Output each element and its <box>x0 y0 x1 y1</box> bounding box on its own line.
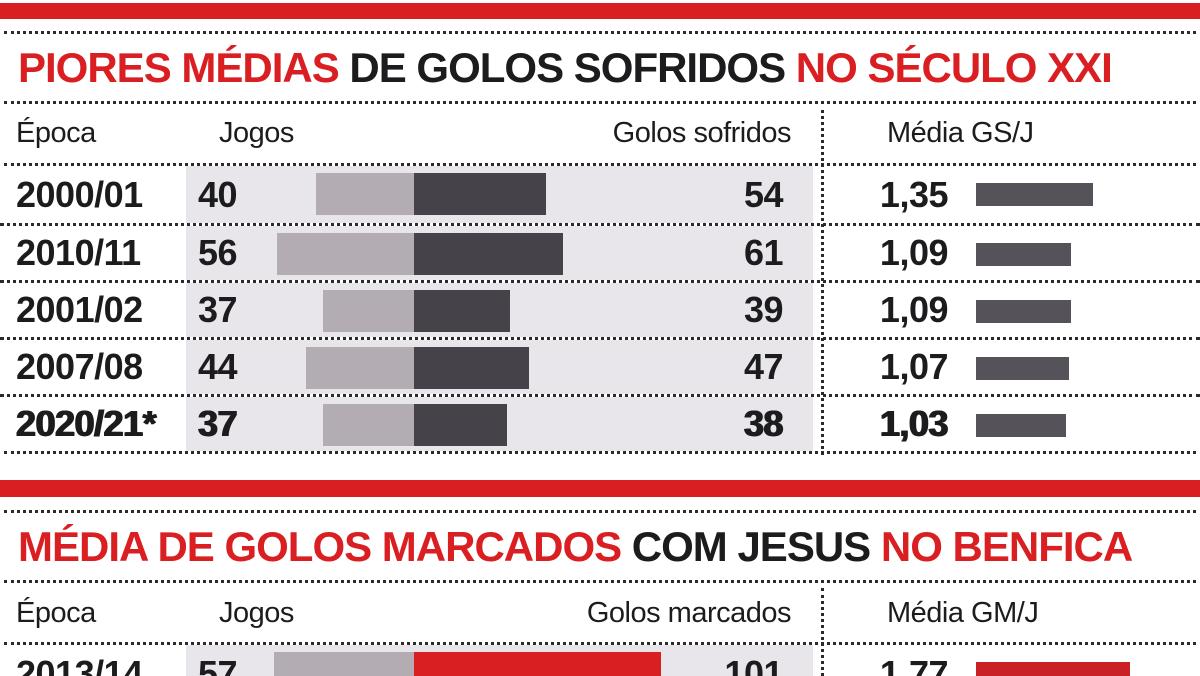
jogos-value: 56 <box>198 232 238 273</box>
golos-value: 101 <box>724 652 783 676</box>
column-header-epoca: Época <box>16 117 96 149</box>
jogos-bar <box>274 652 414 676</box>
media-value: 1,77 <box>879 652 949 676</box>
golos-value: 54 <box>743 173 784 215</box>
epoca-label: 2010/11 <box>16 232 141 273</box>
golos-bar <box>414 290 510 332</box>
golos-bar <box>414 347 530 389</box>
red-rule-top <box>0 3 1200 19</box>
section-title: PIORES MÉDIAS DE GOLOS SOFRIDOS NO SÉCUL… <box>18 42 1194 94</box>
golos-bar <box>414 404 508 446</box>
table-body: 2000/01 40 54 1,35 2010/11 56 61 1,09 2001/02 37 3… <box>0 166 1200 451</box>
column-header-media: Média GM/J <box>887 597 1039 629</box>
title-segment: DE GOLOS SOFRIDOS <box>349 44 786 91</box>
table-body: 2013/14 57 101 1,77 <box>0 645 1200 676</box>
media-value: 1,35 <box>879 173 949 215</box>
golos-value: 47 <box>743 346 784 387</box>
column-header-golos: Golos marcados <box>586 597 792 629</box>
jogos-bar <box>306 347 414 389</box>
golos-bar <box>414 233 564 275</box>
title-segment: MÉDIA DE GOLOS MARCADOS <box>18 523 622 570</box>
jogos-value: 44 <box>198 346 238 387</box>
media-bar <box>976 243 1071 266</box>
column-header-golos: Golos sofridos <box>612 117 792 149</box>
golos-value: 38 <box>743 403 784 444</box>
epoca-label: 2020/21* <box>16 403 157 444</box>
media-value: 1,07 <box>879 346 949 387</box>
jogos-bar <box>323 404 414 446</box>
dotted-divider <box>4 580 1196 583</box>
epoca-label: 2000/01 <box>16 173 143 215</box>
jogos-value: 37 <box>198 403 238 444</box>
media-value: 1,09 <box>879 289 949 330</box>
epoca-label: 2001/02 <box>16 289 143 330</box>
epoca-label: 2007/08 <box>16 346 143 387</box>
section-title: MÉDIA DE GOLOS MARCADOS COM JESUS NO BEN… <box>18 521 1194 573</box>
title-segment: PIORES MÉDIAS <box>18 44 340 91</box>
media-bar <box>976 183 1094 206</box>
table-row: 2001/02 37 39 1,09 <box>0 280 1200 337</box>
media-value: 1,03 <box>879 403 949 444</box>
dotted-divider <box>4 510 1196 513</box>
table-row: 2007/08 44 47 1,07 <box>0 337 1200 394</box>
dotted-divider <box>4 451 1196 454</box>
dotted-divider <box>4 642 1196 645</box>
column-divider <box>821 110 824 455</box>
jogos-value: 57 <box>198 652 238 676</box>
column-header-epoca: Época <box>16 597 96 629</box>
media-bar <box>976 662 1130 676</box>
column-header-jogos: Jogos <box>219 597 294 629</box>
jogos-bar <box>323 290 414 332</box>
media-bar <box>976 357 1070 380</box>
media-bar <box>976 414 1066 437</box>
table-row: 2000/01 40 54 1,35 <box>0 166 1200 223</box>
title-segment: NO BENFICA <box>880 523 1133 570</box>
table-row: 2020/21* 37 38 1,03 <box>0 394 1200 451</box>
golos-value: 39 <box>743 289 784 330</box>
epoca-label: 2013/14 <box>16 652 143 676</box>
table-row: 2013/14 57 101 1,77 <box>0 645 1200 676</box>
jogos-value: 37 <box>198 289 238 330</box>
title-segment: NO SÉCULO XXI <box>795 44 1113 91</box>
media-bar <box>976 300 1071 323</box>
dotted-divider <box>4 163 1196 166</box>
table-row: 2010/11 56 61 1,09 <box>0 223 1200 280</box>
column-divider <box>821 588 824 676</box>
dotted-divider <box>4 101 1196 104</box>
golos-bar <box>414 173 547 215</box>
column-header-media: Média GS/J <box>887 117 1034 149</box>
golos-bar <box>414 652 662 676</box>
title-segment: COM JESUS <box>631 523 871 570</box>
jogos-bar <box>316 173 414 215</box>
red-rule-middle <box>0 480 1200 497</box>
dotted-divider <box>4 31 1196 34</box>
media-value: 1,09 <box>879 232 949 273</box>
column-header-jogos: Jogos <box>219 117 294 149</box>
jogos-bar <box>276 233 414 275</box>
golos-value: 61 <box>743 232 784 273</box>
jogos-value: 40 <box>198 173 238 215</box>
